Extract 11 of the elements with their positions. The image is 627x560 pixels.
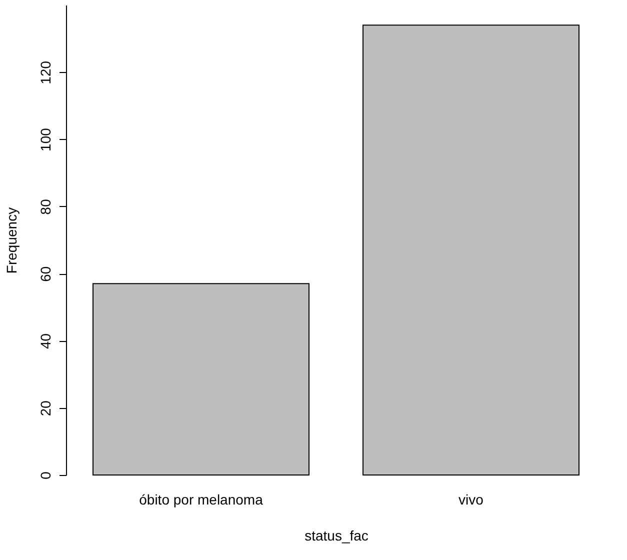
y-tick-label: 60 — [38, 266, 54, 282]
y-tick-label: 80 — [38, 198, 54, 215]
y-tick-label: 100 — [38, 128, 54, 152]
y-tick-label: 20 — [38, 400, 54, 416]
x-tick-label: vivo — [458, 492, 484, 508]
x-axis-title: status_fac — [304, 528, 368, 544]
x-tick-label: óbito por melanoma — [139, 492, 264, 508]
y-tick-label: 0 — [38, 471, 54, 480]
y-axis-title: Frequency — [4, 207, 20, 274]
y-tick-label: 120 — [38, 60, 54, 84]
y-tick-label: 40 — [38, 333, 54, 350]
